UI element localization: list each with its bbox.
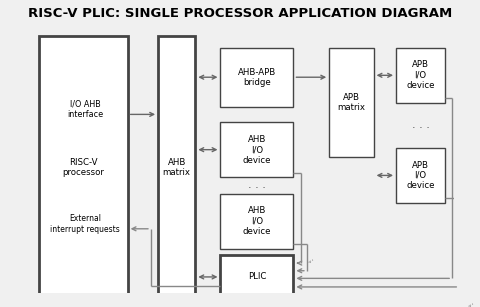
- Text: . . .: . . .: [411, 120, 430, 130]
- Text: .,.: .,.: [304, 254, 315, 265]
- Text: AHB-APB
bridge: AHB-APB bridge: [238, 68, 276, 87]
- Bar: [158, 36, 195, 298]
- Bar: [396, 48, 445, 103]
- Bar: [220, 48, 293, 107]
- Bar: [329, 48, 373, 157]
- Text: AHB
I/O
device: AHB I/O device: [243, 135, 271, 165]
- Text: . . .: . . .: [248, 181, 266, 190]
- Bar: [220, 193, 293, 249]
- Text: APB
matrix: APB matrix: [337, 93, 365, 112]
- Text: APB
I/O
device: APB I/O device: [406, 161, 435, 190]
- Text: AHB
I/O
device: AHB I/O device: [243, 206, 271, 236]
- Bar: [220, 255, 293, 298]
- Text: APB
I/O
device: APB I/O device: [406, 60, 435, 90]
- Text: PLIC: PLIC: [248, 272, 266, 282]
- Text: External
interrupt requests: External interrupt requests: [50, 214, 120, 234]
- Bar: [38, 36, 128, 298]
- Text: I/O AHB
interface: I/O AHB interface: [67, 100, 103, 119]
- Text: .,.: .,.: [464, 297, 475, 307]
- Text: RISC-V
processor: RISC-V processor: [62, 157, 104, 177]
- Text: RISC-V PLIC: SINGLE PROCESSOR APPLICATION DIAGRAM: RISC-V PLIC: SINGLE PROCESSOR APPLICATIO…: [28, 7, 452, 20]
- Text: AHB
matrix: AHB matrix: [163, 157, 191, 177]
- Bar: [220, 122, 293, 177]
- Bar: [396, 148, 445, 203]
